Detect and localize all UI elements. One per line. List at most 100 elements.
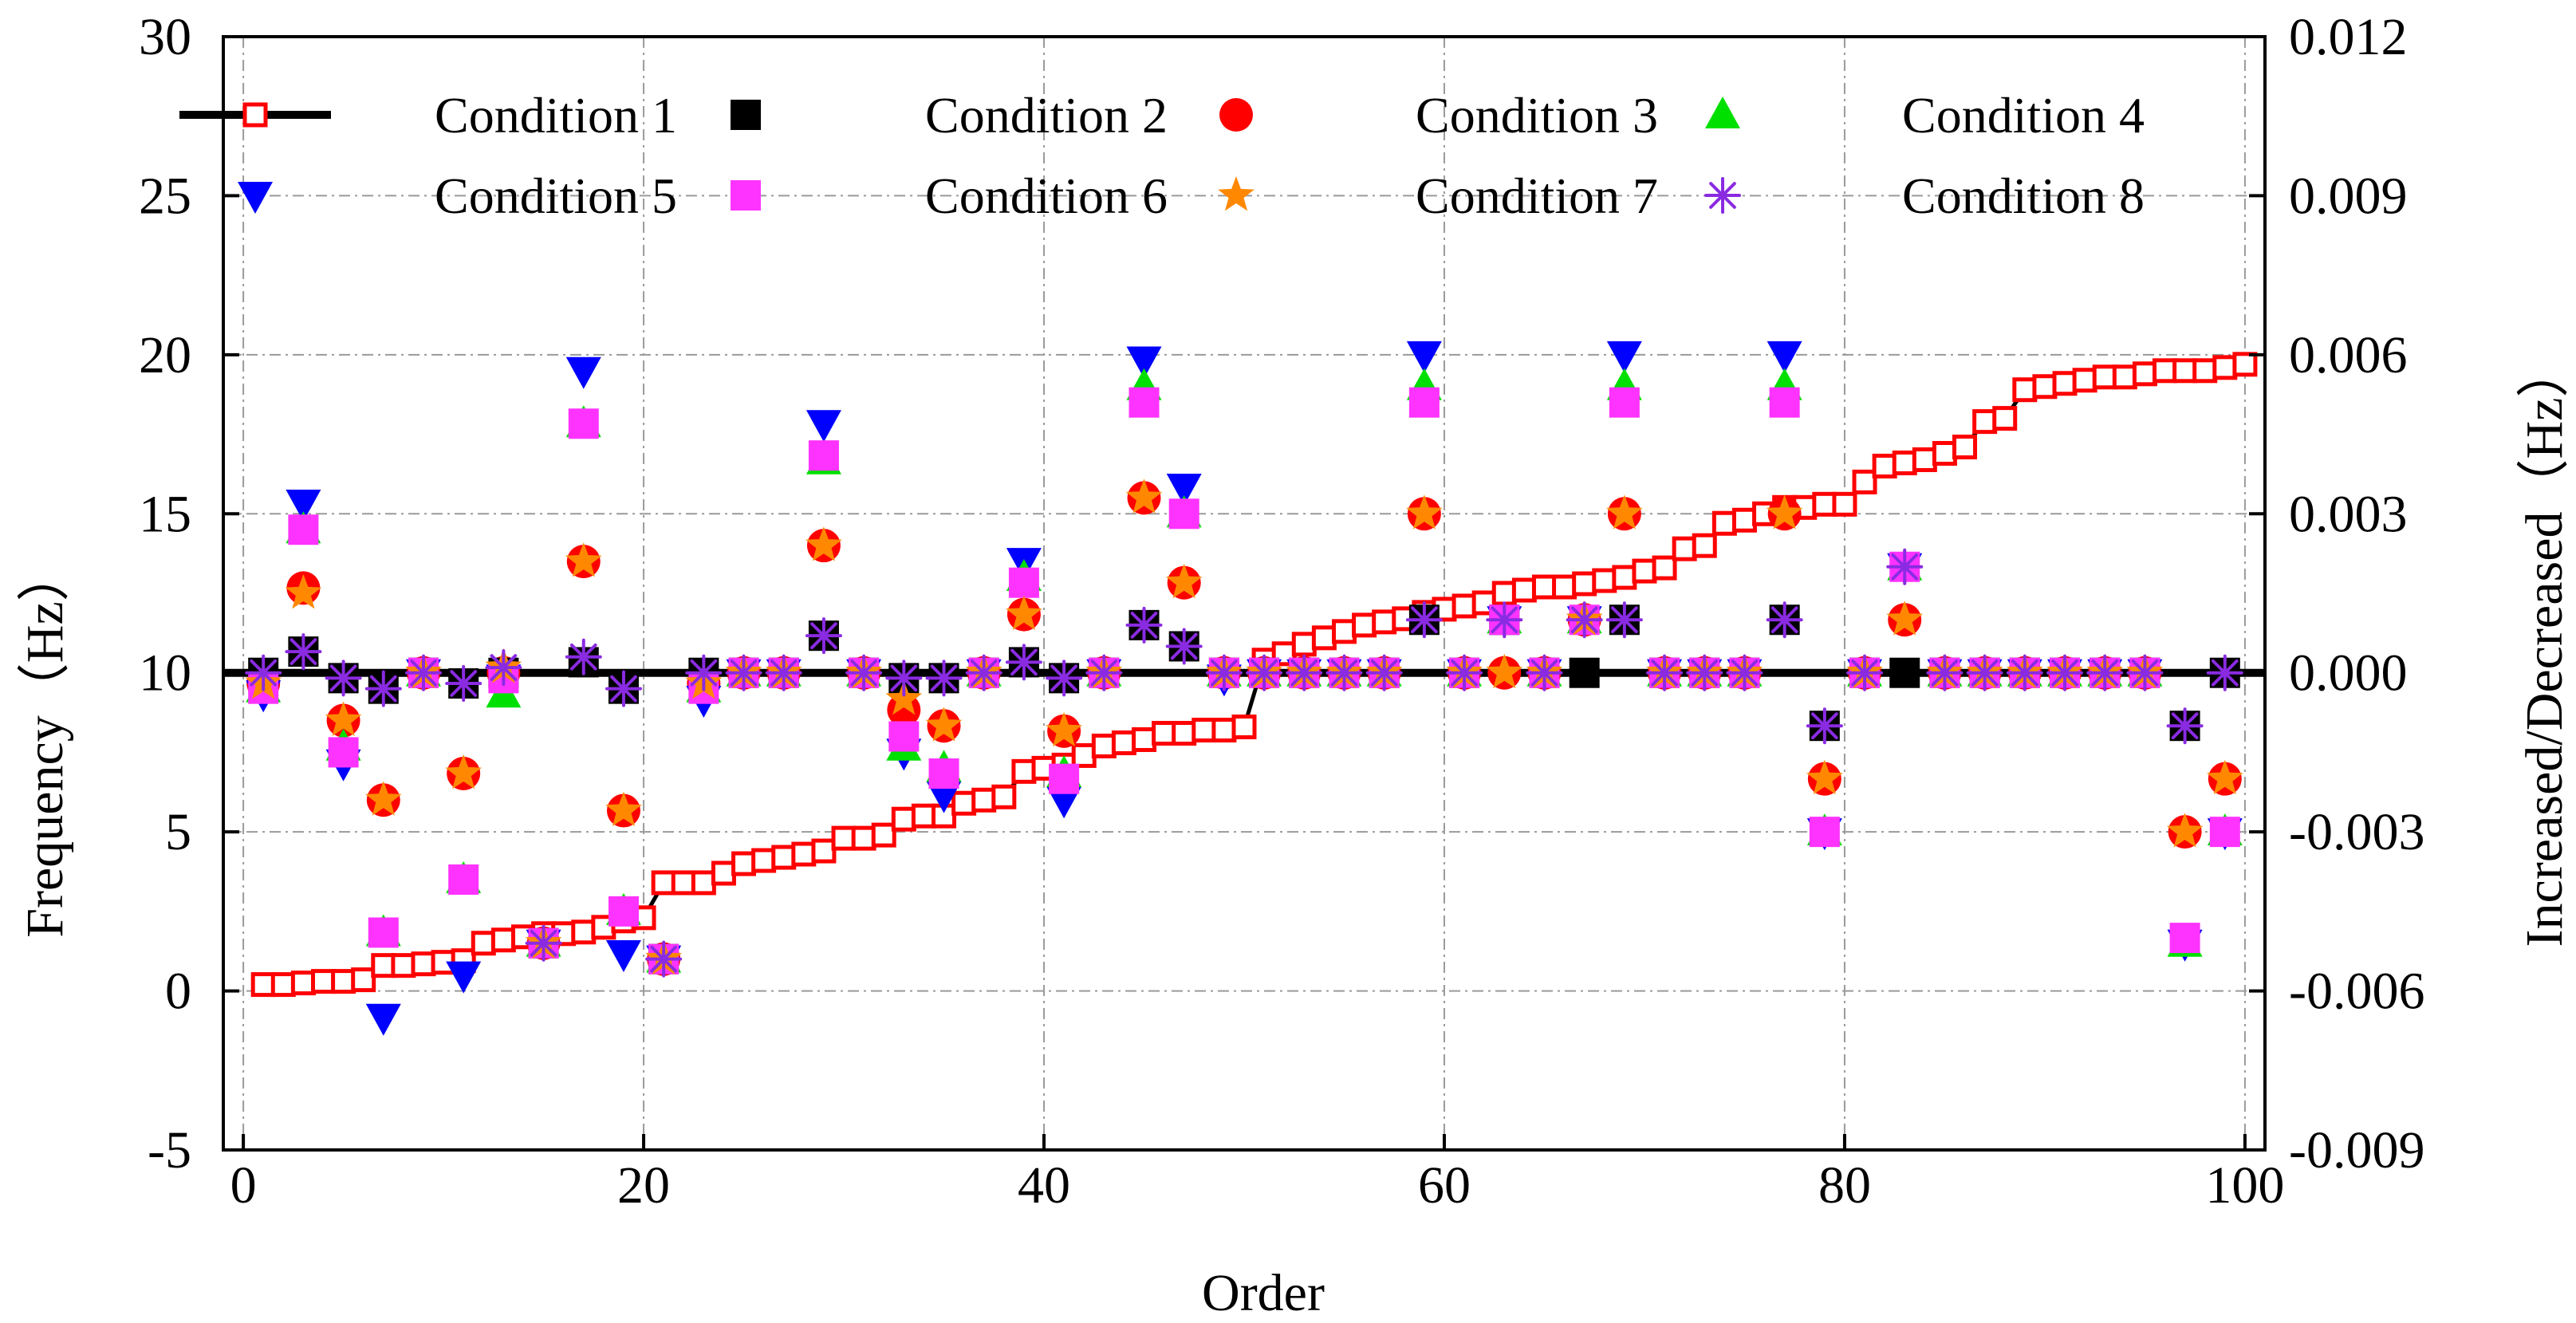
frequency-point xyxy=(2012,377,2038,403)
y-tick-label: 5 xyxy=(165,803,191,861)
condition-2-point xyxy=(1889,657,1920,688)
condition-8-point xyxy=(885,660,923,697)
frequency-point xyxy=(891,806,916,832)
legend-condition-6: Condition 6 xyxy=(731,167,1168,224)
frequency-point xyxy=(1932,441,1957,467)
frequency-point xyxy=(1372,609,1397,635)
condition-6-point xyxy=(808,440,839,471)
frequency-point xyxy=(1912,447,1937,472)
condition-6-point xyxy=(1408,387,1440,418)
condition-7-point xyxy=(445,754,482,789)
condition-8-point xyxy=(725,654,762,691)
condition-7-point xyxy=(1486,653,1523,689)
legend-condition-1: Condition 1 xyxy=(179,87,677,144)
condition-8-point xyxy=(2126,654,2164,691)
frequency-point xyxy=(2172,358,2198,384)
condition-6-point xyxy=(2169,923,2200,954)
condition-6-point xyxy=(928,758,959,789)
condition-5-point xyxy=(1406,341,1442,373)
condition-7-point xyxy=(1165,563,1203,599)
axis-ticks: 0 20 40 60 80 100 -5 0 5 10 15 20 25 30 -0.009 -0.006 -0… xyxy=(139,8,2424,1215)
condition-8-point xyxy=(2046,654,2084,691)
legend-condition-8: Condition 8 xyxy=(1704,167,2145,224)
condition-7-point xyxy=(1006,595,1042,630)
frequency-point xyxy=(1731,507,1757,533)
condition-7-point xyxy=(1766,494,1803,530)
condition-8-point xyxy=(1205,654,1243,691)
condition-6-point xyxy=(288,514,319,545)
y-tick-label: 0 xyxy=(165,963,191,1021)
frequency-point xyxy=(2112,364,2137,390)
condition-8-point xyxy=(1085,654,1123,691)
legend-condition-4: Condition 4 xyxy=(1705,87,2145,144)
condition-7-point xyxy=(885,680,923,715)
frequency-point xyxy=(1211,718,1237,743)
condition-8-point xyxy=(1246,654,1283,691)
condition-6-point xyxy=(328,737,359,768)
condition-7-point xyxy=(925,707,963,742)
frequency-point xyxy=(1952,435,1978,460)
legend-marker-icon xyxy=(1218,176,1255,211)
condition-8-point xyxy=(965,654,1002,691)
frequency-point xyxy=(2153,358,2178,384)
legend-condition-3: Condition 3 xyxy=(1219,87,1658,144)
condition-7-point xyxy=(805,526,842,561)
frequency-point xyxy=(1511,577,1537,603)
frequency-point xyxy=(651,870,676,896)
condition-8-point xyxy=(805,617,842,655)
frequency-point xyxy=(711,860,736,886)
x-tick-label: 100 xyxy=(2205,1156,2284,1215)
legend-condition-7: Condition 7 xyxy=(1218,167,1658,224)
frequency-point xyxy=(1592,568,1617,593)
condition-8-point xyxy=(2166,707,2204,745)
frequency-point xyxy=(1892,450,1917,475)
condition-1-frequency xyxy=(250,352,2258,998)
condition-8-point xyxy=(2006,654,2043,691)
frequency-point xyxy=(971,787,997,813)
y-axis-label: Frequency（Hz） xyxy=(16,549,74,938)
condition-8-point xyxy=(525,924,562,962)
frequency-point xyxy=(1491,581,1517,606)
condition-8-point xyxy=(1486,601,1523,639)
legend-label: Condition 2 xyxy=(925,87,1168,144)
frequency-point xyxy=(2052,371,2078,396)
condition-8-point xyxy=(925,660,963,697)
frequency-point xyxy=(1572,571,1597,597)
condition-7-point xyxy=(2207,759,2243,795)
condition-5-point xyxy=(1767,341,1802,373)
condition-7-point xyxy=(2166,813,2204,848)
frequency-point xyxy=(1552,574,1578,600)
y-tick-label: 20 xyxy=(139,326,191,384)
legend-label: Condition 5 xyxy=(435,167,677,224)
condition-7-point xyxy=(565,542,602,577)
frequency-point xyxy=(1832,491,1857,517)
frequency-point xyxy=(490,927,516,953)
legend-condition-5: Condition 5 xyxy=(238,167,677,224)
condition-7-point xyxy=(365,781,402,816)
frequency-point xyxy=(911,803,936,829)
frequency-point xyxy=(250,972,276,998)
condition-8-point xyxy=(1286,654,1323,691)
frequency-point xyxy=(1612,565,1637,590)
frequency-point xyxy=(1132,726,1157,752)
plot-frame xyxy=(222,35,2267,1152)
y-tick-label: 25 xyxy=(139,167,191,225)
frequency-point xyxy=(1231,715,1257,740)
frequency-point xyxy=(2192,358,2218,384)
legend-marker-icon xyxy=(1704,177,1741,214)
condition-8-point xyxy=(605,670,642,707)
x-tick-label: 40 xyxy=(1018,1156,1070,1215)
legend-label: Condition 3 xyxy=(1416,87,1658,144)
frequency-point xyxy=(2212,355,2238,380)
y-tick-label: 30 xyxy=(139,8,191,66)
condition-8-point xyxy=(1405,601,1443,639)
legend-condition-2: Condition 2 xyxy=(731,87,1168,144)
condition-8-point xyxy=(1806,707,1843,745)
frequency-point xyxy=(1692,533,1717,558)
condition-8-point xyxy=(445,665,483,703)
y2-tick-label: -0.006 xyxy=(2289,963,2424,1021)
condition-5-point xyxy=(1606,341,1642,373)
y2-tick-label: 0.000 xyxy=(2289,644,2408,703)
frequency-point xyxy=(1191,718,1217,743)
